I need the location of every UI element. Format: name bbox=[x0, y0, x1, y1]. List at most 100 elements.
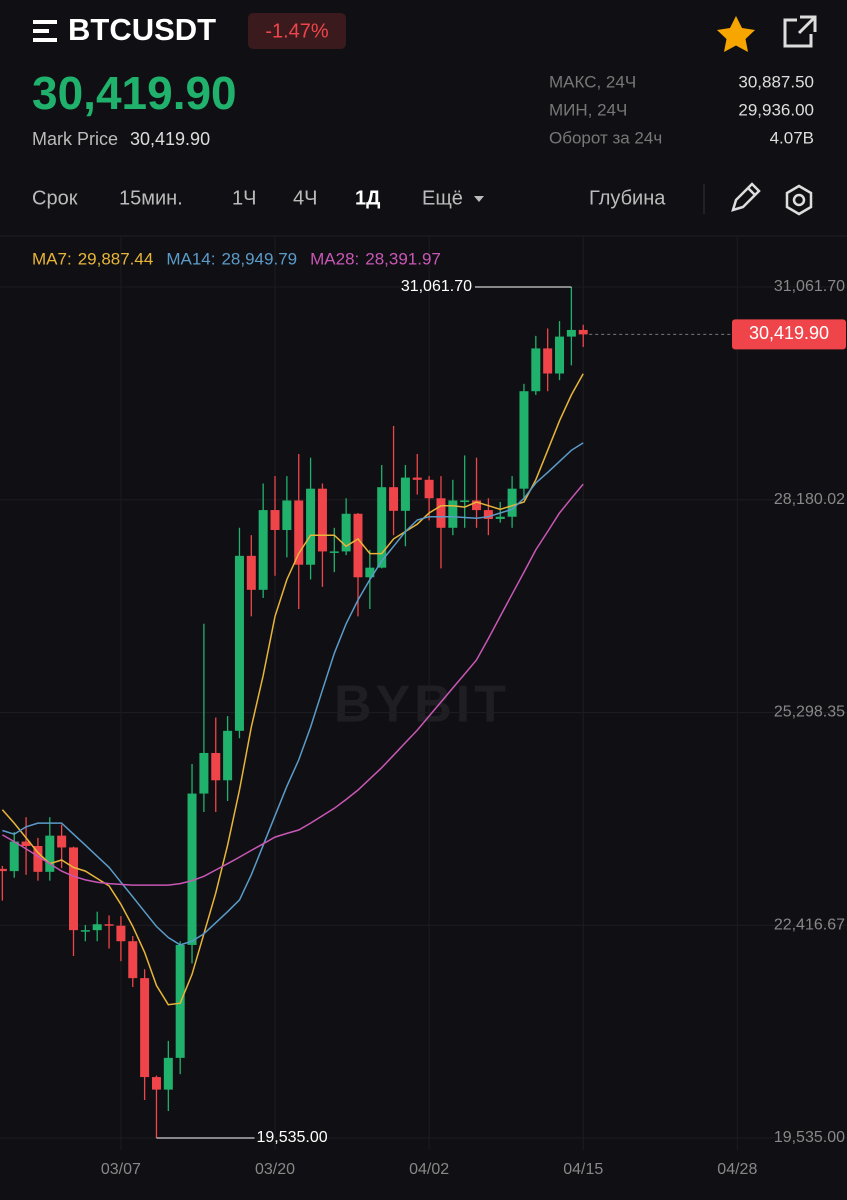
y-tick-label: 25,298.35 bbox=[774, 704, 845, 721]
legend-name: MA7: bbox=[32, 249, 72, 268]
ma-line bbox=[2, 483, 584, 886]
candle-body bbox=[282, 500, 292, 531]
candle-body bbox=[448, 500, 458, 528]
candle-body bbox=[104, 924, 114, 926]
candle-body bbox=[234, 555, 244, 731]
candle-body bbox=[80, 930, 90, 932]
timeframe-tab[interactable]: Глубина bbox=[589, 187, 666, 209]
change-badge bbox=[248, 13, 346, 49]
candle-body bbox=[341, 513, 351, 552]
timeframe-tab[interactable]: Срок bbox=[32, 187, 78, 209]
legend-value: 28,391.97 bbox=[365, 249, 441, 268]
candle-body bbox=[495, 516, 505, 519]
share-icon[interactable] bbox=[783, 15, 817, 48]
candle-body bbox=[45, 835, 55, 872]
legend-value: 28,949.79 bbox=[221, 249, 297, 268]
timeframe-tab[interactable]: 1Ч bbox=[232, 187, 256, 209]
candle-body bbox=[329, 551, 339, 553]
candle-body bbox=[365, 567, 375, 578]
settings-icon[interactable] bbox=[785, 184, 813, 216]
icon-bar bbox=[33, 29, 49, 33]
stat-value: 30,887.50 bbox=[738, 72, 814, 91]
candle-body bbox=[187, 793, 197, 945]
candle-body bbox=[9, 841, 19, 872]
ma-line bbox=[2, 442, 584, 946]
timeframe-tab[interactable]: 15мин. bbox=[119, 187, 183, 209]
watermark: BYBIT bbox=[334, 676, 510, 734]
candle-body bbox=[424, 479, 434, 499]
legend-value: 29,887.44 bbox=[78, 249, 154, 268]
icon-path bbox=[797, 15, 817, 35]
draw-icon[interactable] bbox=[731, 182, 761, 212]
candle-body bbox=[483, 510, 493, 519]
candle-body bbox=[377, 487, 387, 568]
change: -1.47% bbox=[265, 20, 329, 42]
candle-body bbox=[246, 555, 256, 590]
candle-body bbox=[116, 925, 126, 942]
y-tick-label: 31,061.70 bbox=[774, 278, 845, 295]
candle-body bbox=[400, 477, 410, 511]
candle-body bbox=[519, 391, 529, 489]
dropdown-arrow bbox=[474, 196, 484, 202]
y-tick-label: 19,535.00 bbox=[774, 1129, 845, 1146]
x-tick-label: 03/20 bbox=[255, 1161, 295, 1178]
candle-body bbox=[21, 841, 31, 846]
candle-body bbox=[92, 924, 102, 931]
candle-body bbox=[543, 348, 553, 374]
candle-body bbox=[0, 868, 7, 872]
timeframe-tab[interactable]: 1Д bbox=[355, 187, 380, 209]
candle-body bbox=[223, 730, 233, 781]
stat-label: МИН, 24Ч bbox=[549, 100, 627, 119]
x-tick-label: 03/07 bbox=[101, 1161, 141, 1178]
stat-value: 4.07B bbox=[770, 128, 814, 147]
candle-body bbox=[151, 1077, 161, 1090]
icon-bar bbox=[33, 38, 57, 42]
candle-body bbox=[68, 847, 78, 931]
timeframe-tab[interactable]: 4Ч bbox=[293, 187, 317, 209]
x-tick-label: 04/02 bbox=[409, 1161, 449, 1178]
candle-body bbox=[317, 488, 327, 552]
candle-body bbox=[33, 845, 43, 872]
chart: BYBIT 31,061.70 28,180.02 25,298.35 22,416.6… bbox=[0, 237, 847, 1178]
icon-path bbox=[792, 193, 806, 207]
candle-body bbox=[140, 978, 150, 1078]
candle-body bbox=[531, 348, 541, 392]
candle-body bbox=[460, 500, 470, 502]
favorite-star[interactable] bbox=[717, 16, 755, 52]
x-tick-label: 04/15 bbox=[563, 1161, 603, 1178]
candle-body bbox=[306, 488, 316, 565]
last-price-badge bbox=[732, 319, 846, 350]
candle-body bbox=[163, 1057, 173, 1090]
stat-label: МАКС, 24Ч bbox=[549, 72, 636, 91]
stat-label: Оборот за 24ч bbox=[549, 128, 662, 147]
candle-body bbox=[507, 488, 517, 517]
candle-body bbox=[555, 336, 565, 374]
y-tick-label: 28,180.02 bbox=[774, 491, 845, 508]
last-price: 30,419.90 bbox=[32, 67, 237, 119]
mark-price-label: Mark Price bbox=[32, 129, 118, 149]
candle-body bbox=[472, 500, 482, 511]
candle-body bbox=[128, 941, 138, 979]
candle-body bbox=[199, 752, 209, 794]
candle-body bbox=[412, 477, 422, 480]
candle-body bbox=[566, 329, 576, 337]
candle-body bbox=[389, 487, 399, 511]
legend-name: MA14: bbox=[166, 249, 215, 268]
mark-price: 30,419.90 bbox=[130, 129, 210, 149]
candle-body bbox=[294, 500, 304, 565]
candle-body bbox=[270, 510, 280, 531]
menu-icon[interactable] bbox=[33, 20, 57, 42]
candle-body bbox=[436, 498, 446, 528]
ma-line bbox=[1, 373, 584, 1006]
candle-body bbox=[258, 510, 268, 590]
y-tick-label: 22,416.67 bbox=[774, 916, 845, 933]
candle-body bbox=[353, 513, 363, 578]
legend-name: MA28: bbox=[310, 249, 359, 268]
symbol[interactable]: BTCUSDT bbox=[68, 12, 216, 47]
candle-body bbox=[211, 752, 221, 781]
candle-body bbox=[57, 835, 67, 848]
timeframe-tab[interactable]: Ещё bbox=[422, 187, 463, 209]
icon-path bbox=[783, 18, 813, 48]
